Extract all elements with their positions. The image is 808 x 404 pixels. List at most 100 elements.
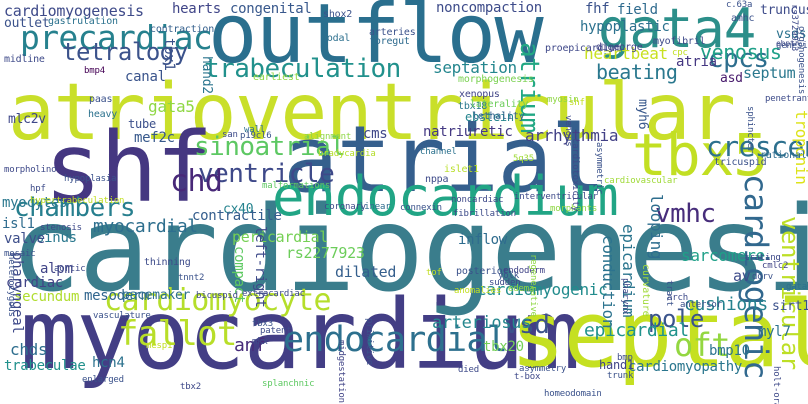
- word-gata6-130: gata6: [786, 282, 808, 292]
- word-tbx20-66: tbx20: [483, 339, 524, 355]
- word-sarcomere-47: sarcomere: [681, 246, 765, 265]
- word-nppa-128: nppa: [425, 174, 449, 185]
- word-inflow-87: inflow: [458, 232, 507, 248]
- word-arrhythmia-35: arrhythmia: [525, 126, 619, 145]
- word-fibrillation-135: fibrillation: [453, 209, 516, 219]
- word-splanchnic-163: splanchnic: [262, 379, 315, 389]
- word-fhf-52: fhf: [585, 1, 610, 17]
- word-precardiac-10: precardiac: [20, 18, 213, 57]
- word-shox2-100: shox2: [323, 9, 353, 20]
- word-tube-85: tube: [128, 117, 156, 131]
- word-congenital-32: congenital: [230, 1, 312, 17]
- word-isl1-81: isl1: [2, 216, 35, 232]
- word-pole-44: pole: [648, 305, 704, 333]
- word-beating-29: beating: [596, 60, 678, 84]
- word-atrioventricular-1: atrioventricular: [8, 68, 736, 158]
- word-anomalies-168: anomalies: [454, 286, 502, 296]
- word-cardiomyopathy-64: cardiomyopathy: [628, 359, 743, 375]
- word-shf-190: shf: [569, 98, 585, 108]
- word-vsds-88: vsds: [776, 27, 807, 42]
- word-noncardiac-136: noncardiac: [451, 195, 504, 205]
- word-bradycardia-121: bradycardia: [318, 149, 376, 159]
- word-hcn4-65: hcn4: [92, 355, 125, 371]
- word-looping-50: looping: [647, 194, 666, 260]
- word-cms-37: cms: [363, 126, 388, 142]
- word-morphants-138: morphants: [550, 204, 598, 214]
- word-cardiomyocyte-14: cardiomyocyte: [104, 283, 332, 318]
- word-natriuretic-36: natriuretic: [423, 124, 513, 140]
- word-fallot-17: fallot: [118, 314, 237, 354]
- word-cpc-192: cpc: [672, 48, 688, 58]
- word-anf-43: anf: [234, 335, 266, 356]
- word-channel-122: channel: [420, 147, 457, 157]
- word-extracardiac-158: extracardiac: [242, 289, 305, 299]
- word-myosin-188: myosin: [547, 95, 579, 105]
- word-myocytes-82: myocytes: [2, 195, 68, 211]
- word-morphogenesis-116: morphogenesis: [458, 74, 534, 85]
- word-gata5-84: gata5: [148, 97, 195, 116]
- word-cardiogenesis-0: cardiogenesis: [10, 180, 808, 318]
- word-alpm-74: alpm: [40, 261, 73, 277]
- word-atria-55: atria: [676, 54, 717, 70]
- word-shf-5: shf: [44, 112, 214, 224]
- word-sinoatrial-19: sinoatrial: [194, 132, 346, 162]
- word-cardiotoxicity-181: cardiotoxicity: [570, 138, 580, 212]
- word-earliest-108: earliest: [253, 72, 300, 83]
- word-arteriosus-75: arteriosus: [432, 313, 531, 333]
- word-anterior-156: anterior: [680, 300, 722, 310]
- word-amhc-107: amhc: [731, 13, 755, 24]
- word-mef2c-83: mef2c: [134, 130, 175, 146]
- word-lethality-115: lethality: [472, 111, 525, 122]
- word-field-53: field: [617, 2, 658, 18]
- word-endoderm-149: endoderm: [503, 266, 545, 276]
- word-contraction-99: contraction: [150, 24, 215, 35]
- word-cpcs-23: cpcs: [708, 44, 769, 74]
- word-cardiac-72: cardiac: [6, 275, 64, 291]
- word-tof-147: tof: [426, 268, 442, 278]
- word-thinning-144: thinning: [144, 257, 191, 268]
- word-myl7-63: myl7: [758, 324, 791, 340]
- word-myofibril-106: myofibril: [653, 36, 706, 47]
- word-mlc2v-91: mlc2v: [8, 112, 46, 127]
- word-p19cl6-119: p19cl6: [240, 131, 272, 141]
- word-trabeculation-20: trabeculation: [204, 54, 401, 84]
- word-hearts-31: hearts: [172, 1, 221, 17]
- word-interventricular-137: interventricular: [514, 192, 598, 202]
- word-septal-6: septal: [510, 281, 808, 388]
- word-stenosis-143: stenosis: [40, 223, 82, 233]
- word-noncompaction-94: noncompaction: [436, 0, 542, 16]
- word-septation-33: septation: [433, 58, 517, 77]
- word-pharynx-184: pharynx: [620, 278, 630, 315]
- word-pericardial-40: pericardial: [232, 228, 329, 246]
- word-asymmetric-182: asymmetric: [594, 142, 604, 195]
- word-ventricular-25: ventricular: [776, 216, 804, 370]
- word-tbx2-193: tbx2: [180, 382, 201, 392]
- word-sphincter-185: sphincter: [745, 106, 755, 154]
- word-c-63a-177: c.63a: [726, 0, 753, 10]
- word-secundum-69: secundum: [14, 289, 80, 305]
- word-asd-57: asd: [720, 71, 743, 86]
- word-curvature-151: curvature: [640, 264, 651, 317]
- word-wall-117: wall: [244, 125, 265, 135]
- word-oft-26: oft: [674, 326, 731, 364]
- word-primitive-169: primitive: [364, 318, 374, 366]
- word-tbx1-92: tbx1: [161, 38, 177, 71]
- word-pacemaker-71: pacemaker: [122, 288, 191, 303]
- word-arch-155: arch: [667, 293, 688, 303]
- word-endocardial-16: endocardial: [283, 320, 508, 360]
- word-digeorge-104: digeorge: [596, 42, 643, 53]
- word-dilated-76: dilated: [335, 263, 397, 281]
- word-dorv-154: dorv: [752, 272, 773, 282]
- word-nodal-101: nodal: [321, 33, 351, 44]
- word-proepicardium-105: proepicardium: [545, 43, 621, 54]
- word-troponin-59: troponin: [792, 110, 808, 185]
- word-bicuspid-157: bicuspid: [196, 291, 238, 301]
- word-genesis-180: genesis: [776, 41, 808, 51]
- word-patent-160: patent: [260, 326, 292, 336]
- word-vmhc-22: vmhc: [655, 199, 716, 229]
- word-morpholino-126: morpholino: [4, 165, 57, 175]
- word-endocardium-8: endocardium: [272, 165, 619, 228]
- word-tbx5-9: tbx5: [632, 121, 768, 189]
- word-chds-67: chds: [10, 340, 48, 359]
- word-san-118: san: [222, 130, 238, 140]
